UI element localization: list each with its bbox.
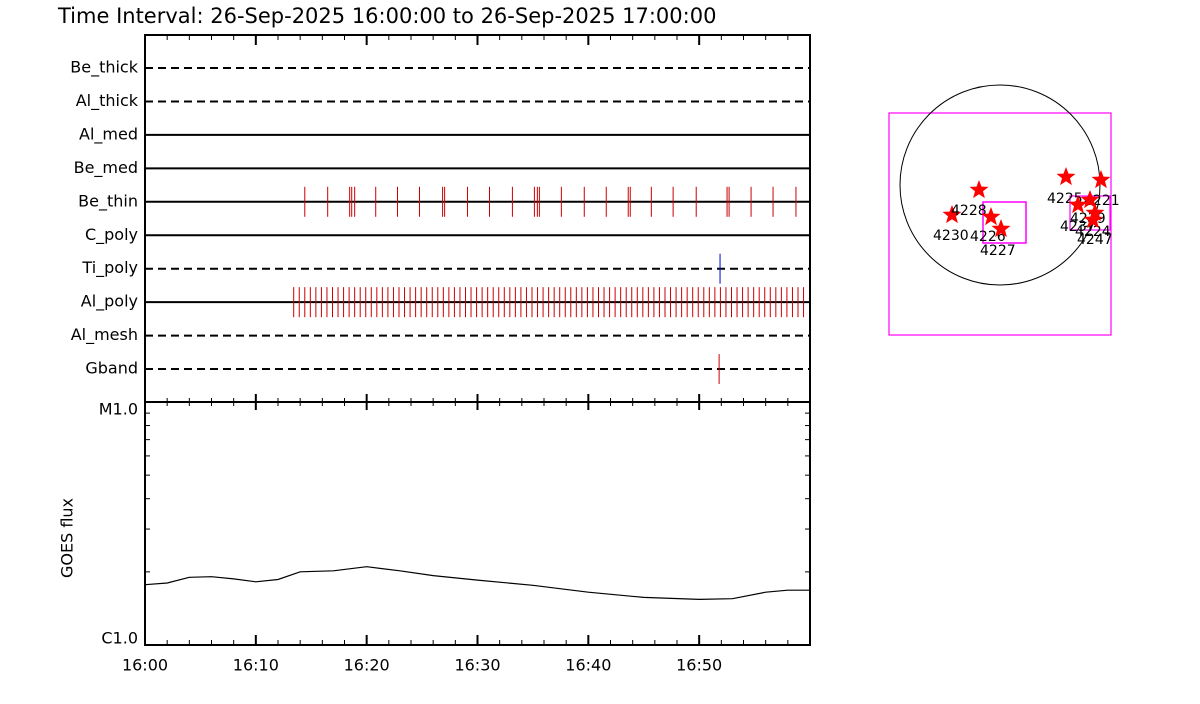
row-label: Al_med <box>79 124 138 144</box>
row-label: Al_poly <box>81 292 138 312</box>
target-box <box>982 201 1027 244</box>
region-star <box>942 205 962 224</box>
region-label: 4228 <box>951 203 987 219</box>
region-star <box>1091 170 1111 189</box>
x-tick-label: 16:00 <box>122 656 168 675</box>
region-star <box>991 219 1011 238</box>
row-label: Be_med <box>74 158 138 178</box>
region-star <box>969 180 989 199</box>
field-of-view <box>888 112 1112 336</box>
region-label: 4224 <box>1075 224 1111 240</box>
region-star <box>1083 210 1103 229</box>
row-label: Gband <box>85 359 138 378</box>
x-tick-label: 16:50 <box>676 656 722 675</box>
x-tick-label: 16:10 <box>233 656 279 675</box>
solar-limb <box>899 84 1101 286</box>
goes-curve <box>144 566 810 601</box>
row-label: Al_thick <box>76 91 139 111</box>
x-tick-label: 16:40 <box>565 656 611 675</box>
region-star <box>1068 195 1088 214</box>
region-label: 4237 <box>1060 219 1096 235</box>
region-star <box>981 207 1001 226</box>
row-label: C_poly <box>85 225 138 245</box>
region-label: 4247 <box>1077 232 1113 248</box>
y-tick-label: M1.0 <box>99 400 138 419</box>
row-label: Be_thick <box>70 58 138 78</box>
row-label: Be_thin <box>78 191 138 211</box>
region-label: 4227 <box>980 243 1016 259</box>
region-star <box>1080 190 1100 209</box>
row-label: Al_mesh <box>71 325 138 345</box>
x-tick-label: 16:20 <box>344 656 390 675</box>
chart-title: Time Interval: 26-Sep-2025 16:00:00 to 2… <box>57 4 716 28</box>
region-star <box>1085 203 1105 222</box>
y-tick-label: C1.0 <box>101 629 138 648</box>
region-star <box>1056 167 1076 186</box>
x-tick-label: 16:30 <box>454 656 500 675</box>
plot-frame <box>144 34 811 646</box>
y-axis-label: GOES flux <box>58 498 77 578</box>
region-label: 4230 <box>933 228 969 244</box>
row-label: Ti_poly <box>81 258 138 278</box>
